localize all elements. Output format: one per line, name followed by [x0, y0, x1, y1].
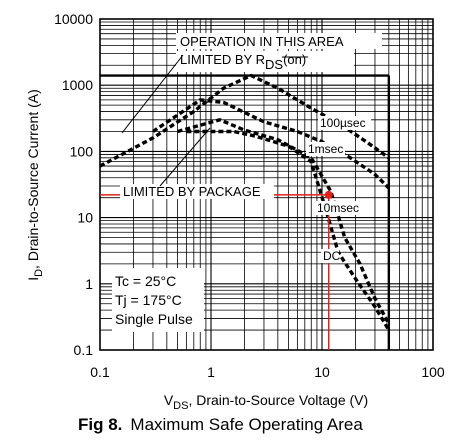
- y-tick-label: 10000: [54, 11, 93, 27]
- grid-lines: [100, 19, 433, 350]
- marker-point: [324, 190, 333, 199]
- x-axis-label: VDS, Drain-to-Source Voltage (V): [164, 392, 368, 412]
- operation-area-annotation: OPERATION IN THIS AREA LIMITED BY RDS(on…: [121, 33, 382, 134]
- series-label-10msec: 10msec: [317, 201, 359, 215]
- series-label-bg: [315, 201, 361, 215]
- series-curve-DC: [186, 129, 391, 331]
- x-tick-labels: 0.1 1 10 100: [90, 364, 445, 380]
- limit-lines: [100, 74, 391, 350]
- y-tick-labels: 0.1 1 10 100 1000 10000: [54, 11, 93, 358]
- figure-caption: Fig 8. Maximum Safe Operating Area: [78, 415, 363, 434]
- plot-frame: [99, 18, 434, 351]
- x-tick-label: 1: [207, 364, 215, 380]
- series-curve-10msec: [177, 118, 391, 325]
- x-tick-label: 0.1: [90, 364, 110, 380]
- y-tick-label: 1: [85, 276, 93, 292]
- conditions-box: Tc = 25°C Tj = 175°C Single Pulse: [112, 268, 204, 332]
- operation-label-line1: OPERATION IN THIS AREA: [180, 34, 344, 49]
- condition-tc: Tc = 25°C: [115, 273, 176, 289]
- condition-tj: Tj = 175°C: [115, 292, 182, 308]
- y-tick-label: 100: [70, 143, 94, 159]
- series-label-bg: [321, 249, 339, 263]
- series-curves: [100, 73, 391, 331]
- y-tick-label: 10: [77, 210, 93, 226]
- y-axis-label: ID, Drain-to-Source Current (A): [25, 89, 45, 281]
- series-labels: 100µsec 1msec 10msec DC: [306, 116, 371, 263]
- y-tick-label: 0.1: [74, 342, 94, 358]
- package-annotation: LIMITED BY PACKAGE: [120, 127, 274, 199]
- condition-pulse: Single Pulse: [115, 311, 193, 327]
- operation-label-line2: LIMITED BY RDS(on): [180, 52, 306, 72]
- series-label-DC: DC: [323, 249, 341, 263]
- series-curve-1msec: [152, 98, 390, 190]
- series-label-100µsec: 100µsec: [320, 116, 366, 130]
- y-tick-label: 1000: [62, 77, 93, 93]
- package-leader-line: [159, 127, 211, 187]
- series-label-1msec: 1msec: [308, 142, 343, 156]
- series-curve-100µsec: [100, 73, 390, 168]
- operation-leader-line: [121, 54, 184, 134]
- x-tick-label: 100: [421, 364, 445, 380]
- series-label-bg: [306, 142, 345, 156]
- series-label-bg: [318, 116, 371, 130]
- package-label: LIMITED BY PACKAGE: [123, 184, 261, 199]
- x-tick-label: 10: [314, 364, 330, 380]
